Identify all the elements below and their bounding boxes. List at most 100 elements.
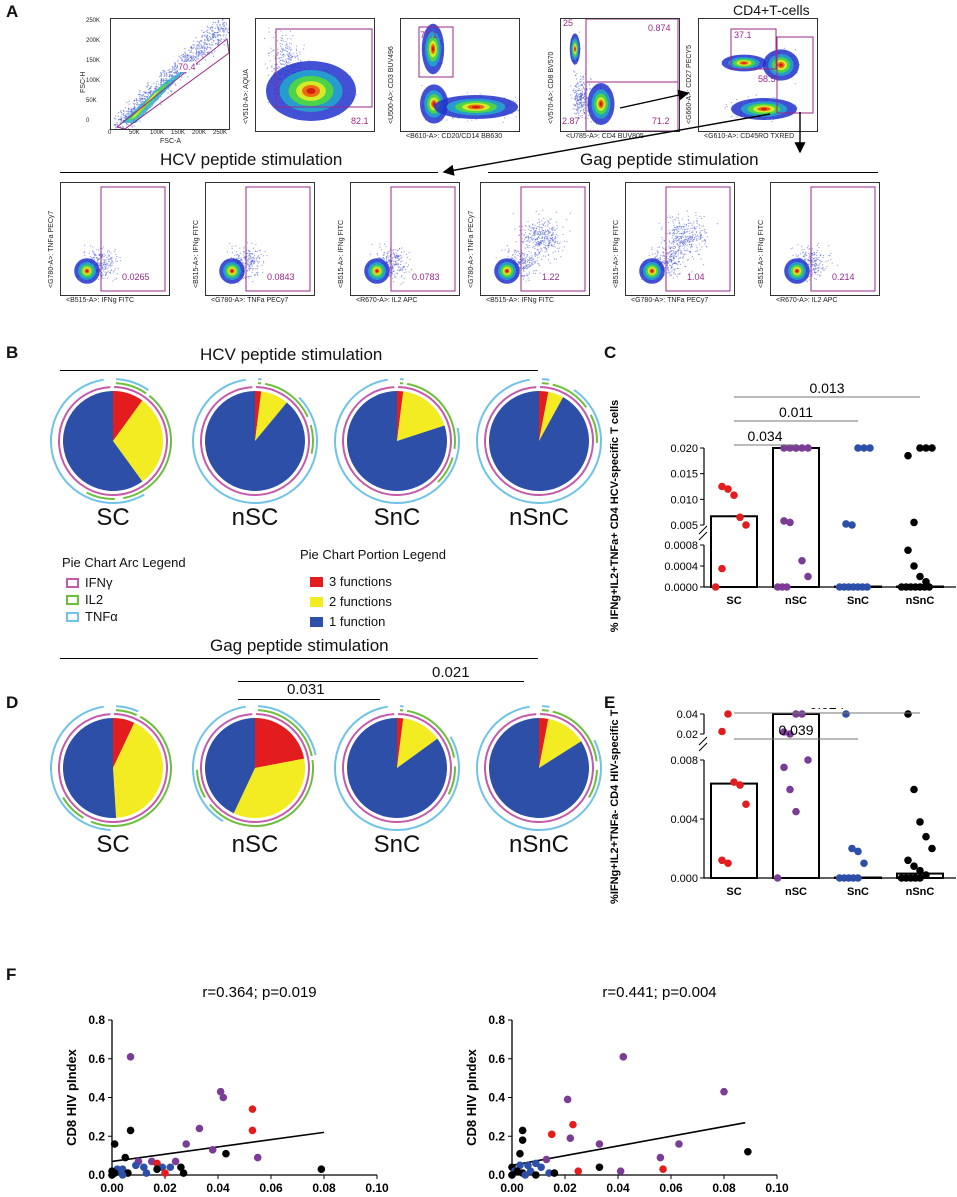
- F2-xtick-label: 0.02: [553, 1181, 577, 1195]
- gag-wedge-three: [397, 718, 404, 768]
- gag-wedge-one: [347, 718, 447, 818]
- legend-label: TNFα: [85, 609, 118, 624]
- gag-pie-label-SC: SC: [96, 831, 130, 858]
- hcv-arc-il2-1f: [589, 414, 598, 443]
- E-xtick-label: nSnC: [906, 886, 935, 898]
- sig-bar-d-1: [238, 699, 380, 700]
- gag-pie-label-nSnC: nSnC: [508, 831, 570, 858]
- F2-ytick-label: 0.6: [488, 1052, 505, 1066]
- E-point-nSnC: [922, 871, 930, 879]
- hcv-arc-tnfa: [334, 378, 460, 504]
- F2-ytick-label: 0.8: [488, 1013, 505, 1027]
- C-ytick-label: 0.0008: [664, 540, 698, 552]
- E-ytick-label: 0.04: [677, 709, 698, 721]
- gag-plot-tnfa-ifng: [480, 182, 590, 296]
- F1-point-nSnC: [222, 1149, 230, 1158]
- C-bar-SC: [710, 515, 758, 588]
- C-xtick-label: SnC: [847, 595, 869, 607]
- legend-swatch: [66, 611, 79, 622]
- fsc-ytick: 0: [86, 118, 90, 124]
- gag-arc-tnfa: [50, 705, 111, 831]
- C-ytick-label: 0.0004: [664, 561, 698, 573]
- legend-label: IFNγ: [85, 575, 113, 590]
- F2-point-nSC: [566, 1134, 575, 1142]
- E-ylabel: %IFNg+IL2+TNFa- CD4 HIV-specific T cells: [609, 708, 621, 904]
- F2-ytick-label: 0.2: [488, 1129, 505, 1143]
- hcv-wedge-three: [539, 391, 549, 441]
- flow-plot-cd27-xlabel: <G610-A>: CD45RO TXRED: [704, 133, 795, 140]
- C-point-SC: [724, 485, 732, 493]
- gag-wedge-three: [539, 718, 549, 768]
- hcv-arc-tnfa: [192, 378, 318, 504]
- hcv-arc-ifng: [484, 386, 594, 496]
- E-point-nSnC: [922, 832, 930, 841]
- hcv-wedge-two: [539, 391, 564, 441]
- gag-arc-il2-2f: [209, 759, 314, 827]
- F2-point-SnC: [532, 1159, 540, 1168]
- F1-point-SC: [248, 1105, 257, 1113]
- gag-arc-il2-2f: [552, 710, 598, 762]
- gag-pie-SnC: [334, 705, 460, 831]
- F2-point-nSnC: [595, 1163, 604, 1172]
- flow-plot-aqua-gate-value: 82.1: [351, 116, 369, 126]
- hcv-pie-nSC: [192, 378, 318, 504]
- E-point-nSC: [792, 710, 800, 718]
- gag-stim-title-a: Gag peptide stimulation: [580, 150, 759, 169]
- gag-arc-tnfa-3f: [258, 705, 317, 756]
- E-xtick-label: nSC: [785, 886, 807, 898]
- gag-pie-label-nSC: nSC: [231, 831, 279, 858]
- panel-letter-c: C: [604, 343, 617, 362]
- C-p-value: 0.011: [779, 404, 813, 420]
- hcv-plot-ifng-tnfa-gate-value: 0.0843: [267, 272, 295, 282]
- F2-xtick-label: 0.04: [606, 1181, 630, 1195]
- hcv-plot-ifng-il2-xlabel: <R670-A>: IL2 APC: [356, 297, 418, 304]
- F1-point-SnC: [118, 1171, 127, 1179]
- E-axis-break: [698, 736, 708, 746]
- C-point-SC: [718, 564, 726, 573]
- legend-label: IL2: [85, 592, 104, 607]
- C-point-nSC: [798, 444, 806, 452]
- F2-point-nSC: [563, 1095, 572, 1104]
- gag-plot-ifng-tnfa-xlabel: <G780-A>: TNFa PECy7: [631, 297, 709, 304]
- gag-plot-ifng-tnfa-gate-value: 1.04: [687, 272, 705, 282]
- F2-xtick-label: 0.00: [500, 1181, 524, 1195]
- flow-plot-cd4cd8-gate-value: 0.874: [648, 23, 671, 33]
- F2-point-nSC: [595, 1140, 604, 1148]
- C-point-nSnC: [928, 444, 936, 452]
- F1-point-nSnC: [177, 1163, 185, 1172]
- F1-ytick-label: 0.0: [88, 1168, 105, 1182]
- gag-wedge-two: [539, 718, 582, 768]
- E-point-SnC: [854, 874, 862, 882]
- C-bar-nSC: [772, 447, 820, 588]
- F2-fit-line: [511, 1121, 746, 1167]
- gag-arc-tnfa: [476, 705, 602, 831]
- F1-point-nSC: [208, 1146, 217, 1154]
- F1-point-SC: [248, 1126, 257, 1135]
- C-p-value: 0.013: [809, 380, 844, 396]
- C-point-SC: [718, 482, 726, 491]
- C-axis-break: [698, 525, 708, 535]
- fsc-ytick: 100K: [86, 78, 101, 84]
- C-ytick-label: 0.005: [670, 520, 698, 532]
- F1-point-SC: [161, 1169, 169, 1177]
- F2-point-SnC: [537, 1163, 545, 1172]
- flow-plot-cd3-xlabel: <B610-A>: CD20/CD14 BB630: [406, 133, 503, 140]
- F2-point-nSC: [675, 1140, 683, 1148]
- C-point-nSnC: [904, 546, 912, 555]
- C-point-SC: [711, 583, 720, 591]
- fsc-ytick: 50K: [86, 98, 97, 104]
- C-ytick-label: 0.020: [670, 443, 698, 455]
- C-point-nSC: [783, 583, 791, 591]
- C-point-nSC: [786, 518, 794, 527]
- gag-arc-il2-1f: [588, 769, 598, 799]
- F2-point-SC: [574, 1167, 583, 1175]
- hcv-plot-ifng-il2-gate-value: 0.0783: [412, 272, 440, 282]
- F1-annotation: r=0.364; p=0.019: [202, 984, 316, 1001]
- C-point-nSC: [780, 444, 788, 452]
- hcv-plot-ifng-il2: [350, 182, 460, 296]
- fsc-xtick: 50K: [129, 130, 140, 136]
- gag-stim-underline-d: [60, 658, 538, 659]
- gag-plot-ifng-il2-xlabel: <R670-A>: IL2 APC: [776, 297, 838, 304]
- E-point-nSC: [780, 728, 788, 736]
- chart-f2: 0.0 0.2 0.4 0.6 0.8 0.00 0.02 0.04 0.06 0.08 0.10 r…: [464, 984, 789, 1195]
